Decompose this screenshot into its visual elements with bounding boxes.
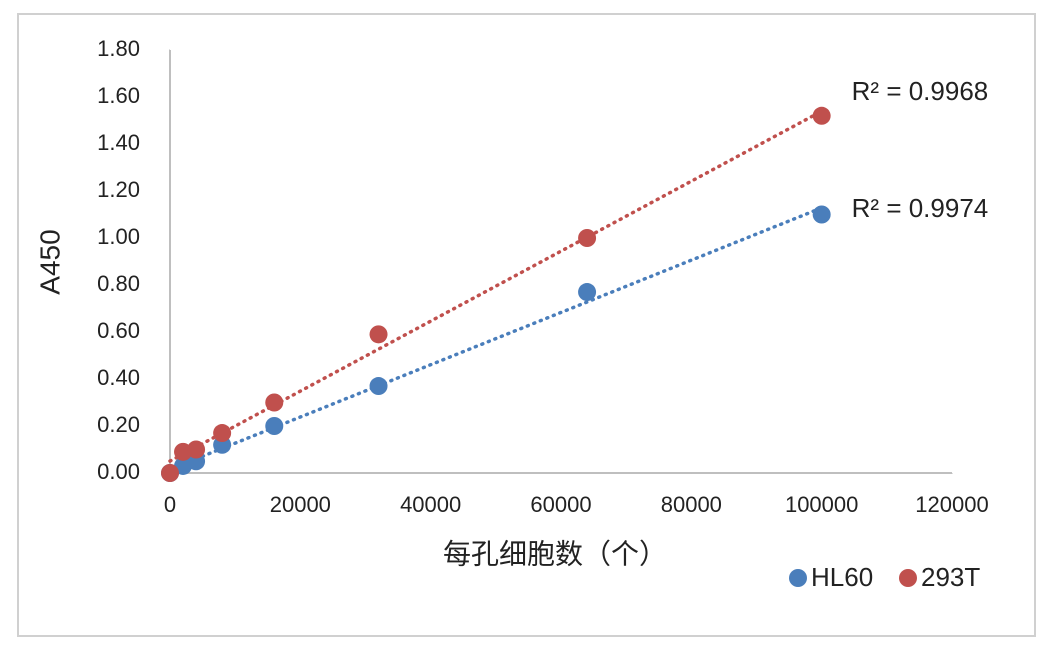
x-tick-label: 0 bbox=[164, 492, 176, 517]
point bbox=[213, 424, 232, 443]
trendline bbox=[168, 206, 824, 472]
x-tick-label: 120000 bbox=[915, 492, 988, 517]
legend-label: 293T bbox=[921, 562, 980, 592]
point bbox=[265, 393, 284, 412]
trendline bbox=[168, 109, 824, 463]
x-tick-label: 80000 bbox=[661, 492, 722, 517]
x-tick-label: 40000 bbox=[400, 492, 461, 517]
x-tick-label: 100000 bbox=[785, 492, 858, 517]
legend-label: HL60 bbox=[811, 562, 873, 592]
x-axis-title: 每孔细胞数（个） bbox=[443, 538, 667, 569]
x-tick-label: 60000 bbox=[530, 492, 591, 517]
r2-annotation: R² = 0.9974 bbox=[852, 193, 989, 223]
r2-annotation: R² = 0.9968 bbox=[852, 76, 989, 106]
point bbox=[369, 377, 388, 396]
point bbox=[578, 283, 597, 302]
point bbox=[578, 229, 597, 247]
y-tick-label: 1.20 bbox=[97, 177, 140, 202]
y-tick-label: 0.40 bbox=[97, 365, 140, 390]
point bbox=[812, 106, 831, 125]
y-axis-title: A450 bbox=[34, 229, 65, 294]
point bbox=[187, 440, 206, 459]
y-tick-label: 1.80 bbox=[97, 36, 140, 61]
y-tick-label: 1.00 bbox=[97, 224, 140, 249]
point bbox=[265, 417, 284, 435]
legend-marker bbox=[899, 569, 917, 587]
legend-marker bbox=[789, 569, 807, 587]
y-tick-label: 0.60 bbox=[97, 318, 140, 343]
point bbox=[161, 464, 179, 482]
y-tick-label: 1.40 bbox=[97, 130, 140, 155]
point bbox=[812, 205, 831, 224]
y-tick-label: 0.80 bbox=[97, 271, 140, 296]
y-tick-label: 0.00 bbox=[97, 459, 140, 484]
y-tick-label: 0.20 bbox=[97, 412, 140, 437]
point bbox=[369, 325, 388, 344]
y-tick-label: 1.60 bbox=[97, 83, 140, 108]
x-tick-label: 20000 bbox=[270, 492, 331, 517]
